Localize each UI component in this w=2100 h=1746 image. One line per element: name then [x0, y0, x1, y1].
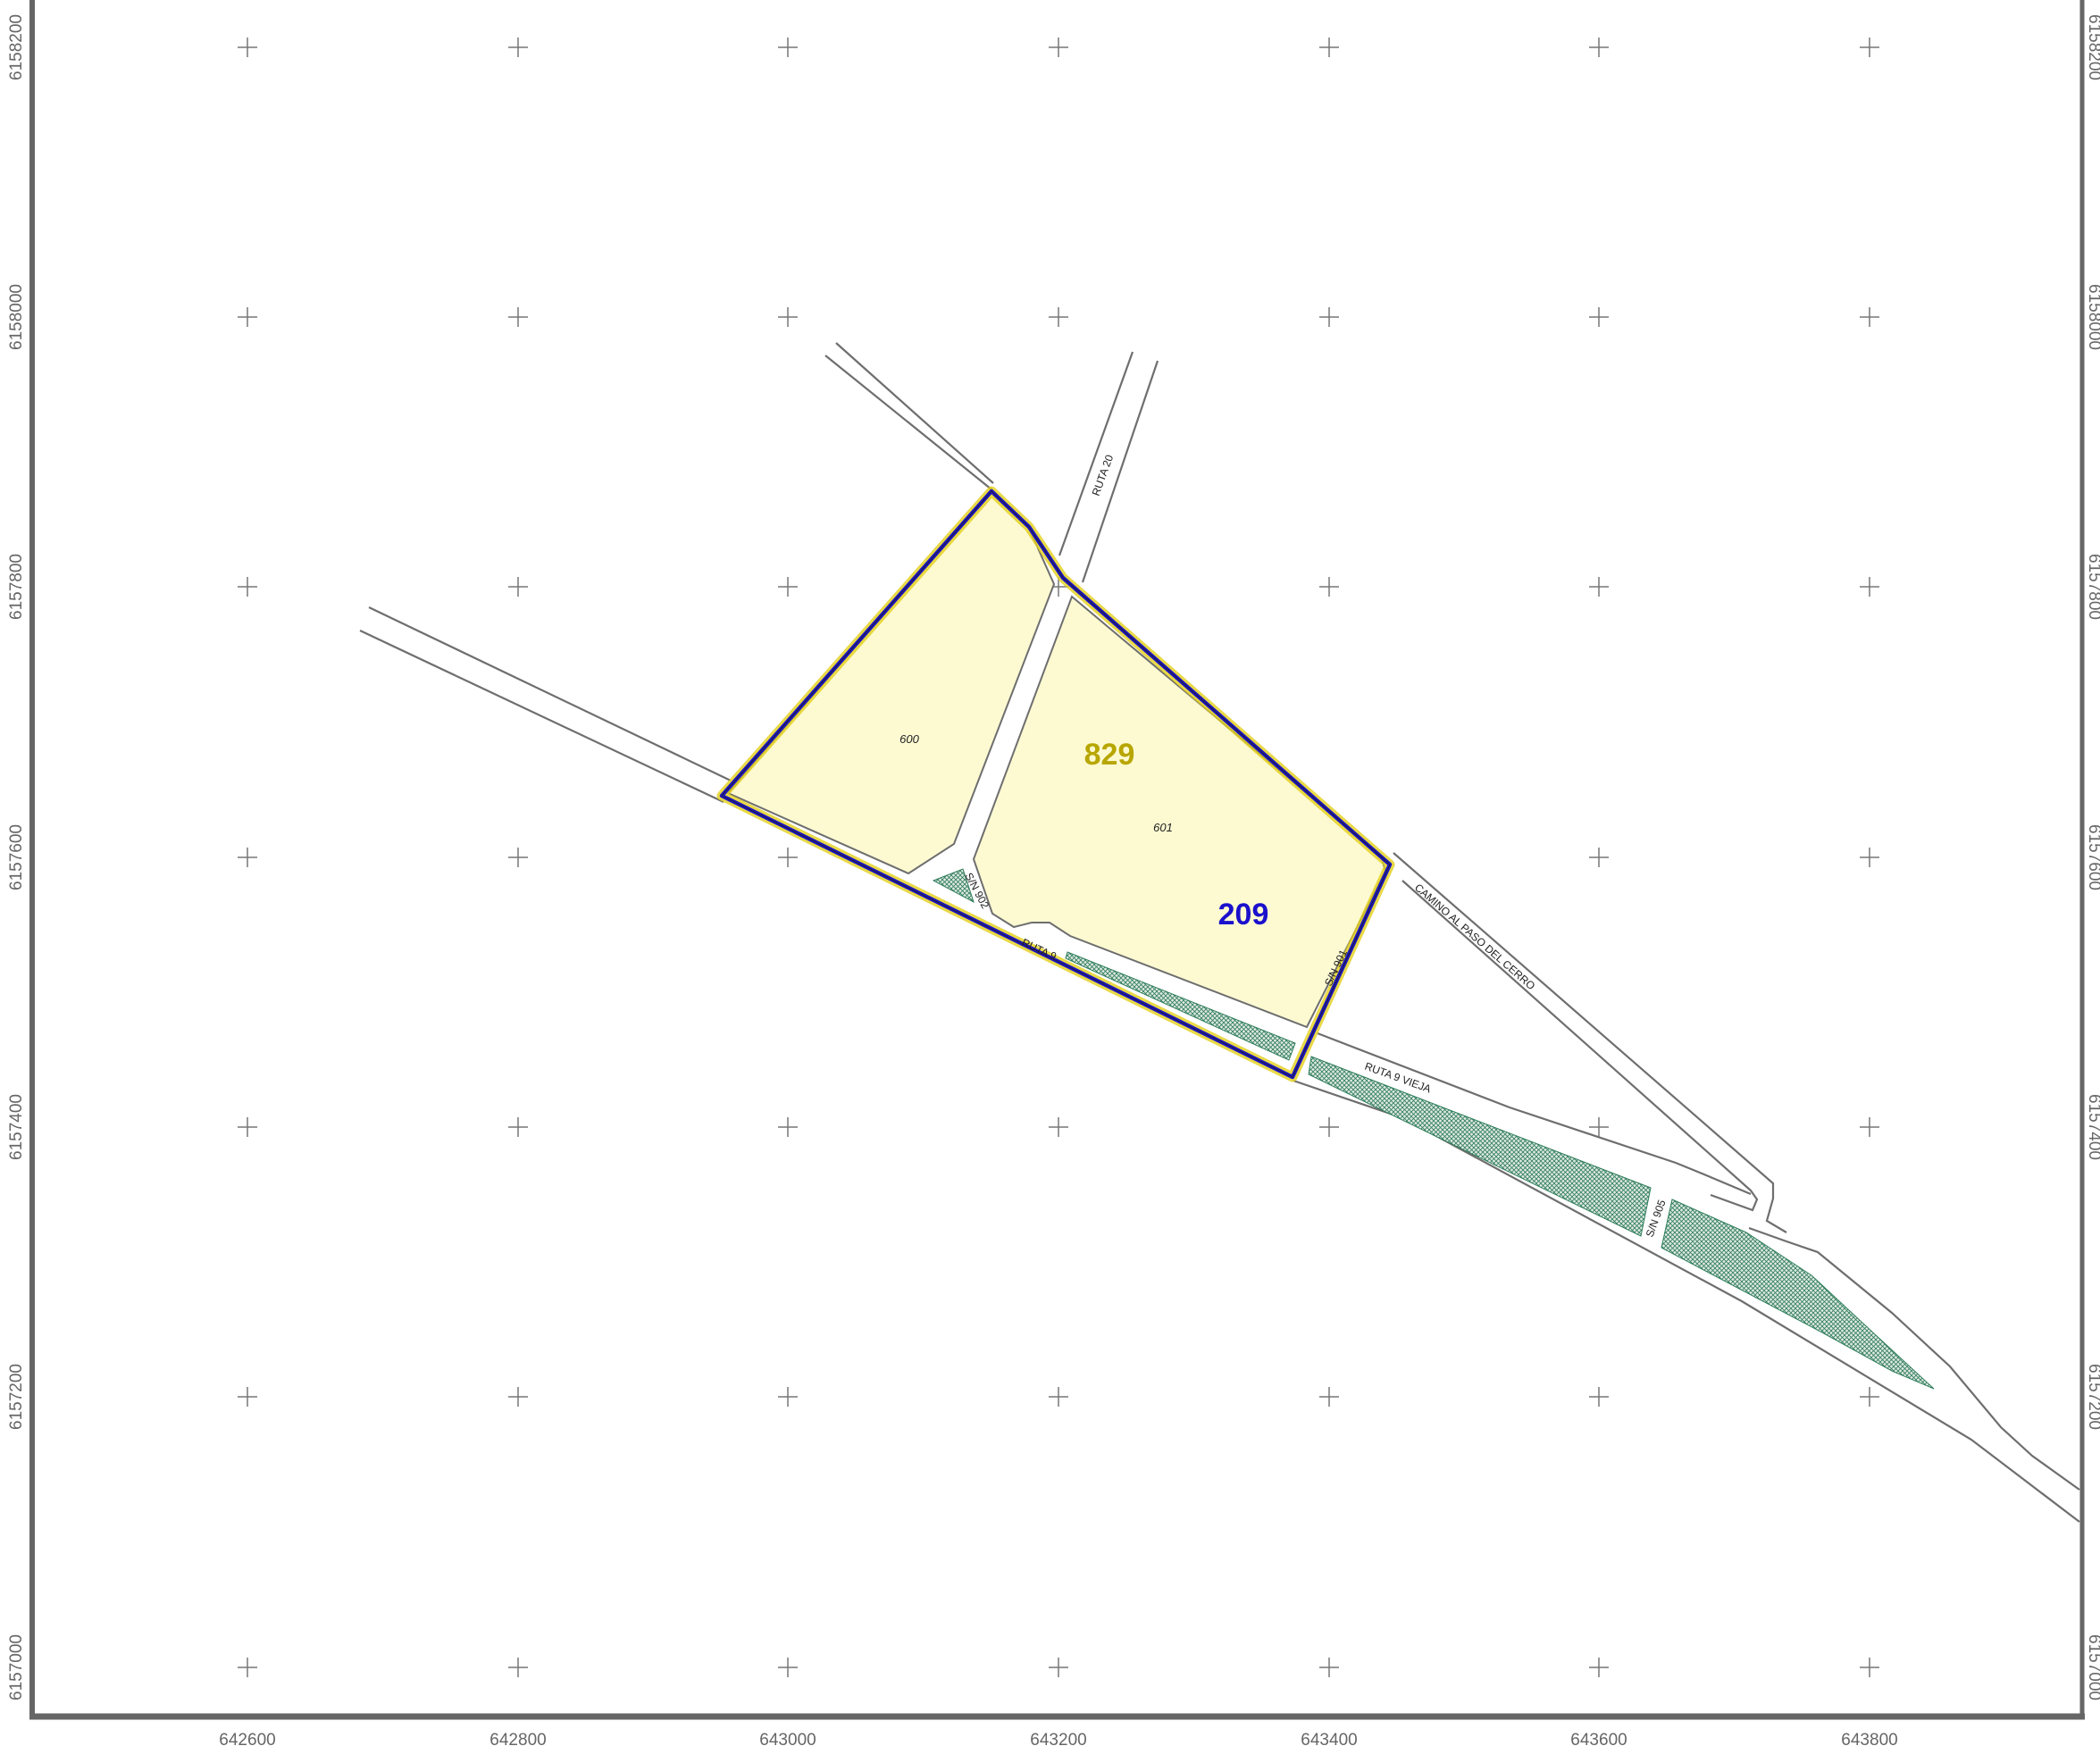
- y-axis-label-right: 6157800: [2085, 554, 2100, 620]
- x-axis-labels: 642600 642800 643000 643200 643400 643600 6438…: [219, 1731, 1897, 1746]
- y-axis-label: 6157800: [7, 554, 26, 620]
- ruta-20-east-edge: [1081, 360, 1159, 583]
- y-axis-label: 6157600: [7, 824, 26, 890]
- map-frame: [29, 0, 2085, 1720]
- x-axis-label: 643400: [1301, 1731, 1357, 1746]
- x-axis-label: 643200: [1030, 1731, 1086, 1746]
- label-camino-paso-cerro: CAMINO AL PASO DEL CERRO: [1412, 881, 1537, 992]
- roads: [359, 342, 2080, 1523]
- y-axis-label: 6158000: [7, 284, 26, 350]
- y-axis-label-right: 6157000: [2085, 1634, 2100, 1700]
- ruta-20-west-edge: [1058, 351, 1134, 556]
- y-axis-label: 6158200: [7, 14, 26, 80]
- label-ruta-9: RUTA 9: [1020, 936, 1058, 963]
- hatch-strip-ruta9: [1065, 951, 1296, 1061]
- camino-paso-cerro-east: [1393, 852, 1787, 1233]
- parcels: [726, 488, 1387, 1029]
- y-axis-label-right: 6158000: [2085, 284, 2100, 350]
- x-axis-label: 643600: [1570, 1731, 1627, 1746]
- ruta-9-south-edge-east: [1293, 1079, 2080, 1523]
- x-axis-label: 643800: [1841, 1731, 1897, 1746]
- y-axis-label: 6157000: [7, 1634, 26, 1700]
- y-axis-labels-right: 6158200 6158000 6157800 6157600 6157400 61572…: [2085, 14, 2100, 1700]
- x-axis-label: 642600: [219, 1731, 275, 1746]
- hatch-strip-east-2: [1661, 1199, 1935, 1390]
- camino-north-edge: [835, 342, 994, 484]
- property-outline: [716, 486, 1395, 1082]
- label-829: 829: [1084, 738, 1135, 772]
- hatched-areas: [932, 868, 1935, 1390]
- label-parcel-600: 600: [899, 732, 919, 746]
- label-209: 209: [1218, 898, 1269, 931]
- y-axis-label-right: 6158200: [2085, 14, 2100, 80]
- y-axis-label: 6157200: [7, 1364, 26, 1430]
- x-axis-label: 643000: [759, 1731, 816, 1746]
- y-axis-label-right: 6157600: [2085, 824, 2100, 890]
- y-axis-labels: 6158200 6158000 6157800 6157600 6157400 61572…: [7, 14, 26, 1700]
- x-axis-label: 642800: [489, 1731, 546, 1746]
- label-parcel-601: 601: [1153, 821, 1173, 834]
- black-inner-outline: [721, 490, 1391, 1078]
- ruta-9-vieja-edge: [1748, 1226, 2080, 1491]
- parcel-labels: 600 601 829 209: [899, 732, 1268, 931]
- y-axis-label-right: 6157200: [2085, 1364, 2100, 1430]
- camino-paso-cerro-west: [1401, 880, 1759, 1212]
- ruta-9-north-edge-east: [1317, 1032, 1752, 1196]
- ruta-9-south-edge: [359, 630, 724, 803]
- grid-crosses: [238, 38, 1879, 1677]
- y-axis-label: 6157400: [7, 1094, 26, 1160]
- ruta-9-north-edge: [368, 606, 732, 781]
- y-axis-label-right: 6157400: [2085, 1094, 2100, 1160]
- hatch-strip-east-1: [1308, 1056, 1652, 1237]
- hatch-triangle: [932, 868, 975, 904]
- camino-west-edge: [824, 355, 992, 490]
